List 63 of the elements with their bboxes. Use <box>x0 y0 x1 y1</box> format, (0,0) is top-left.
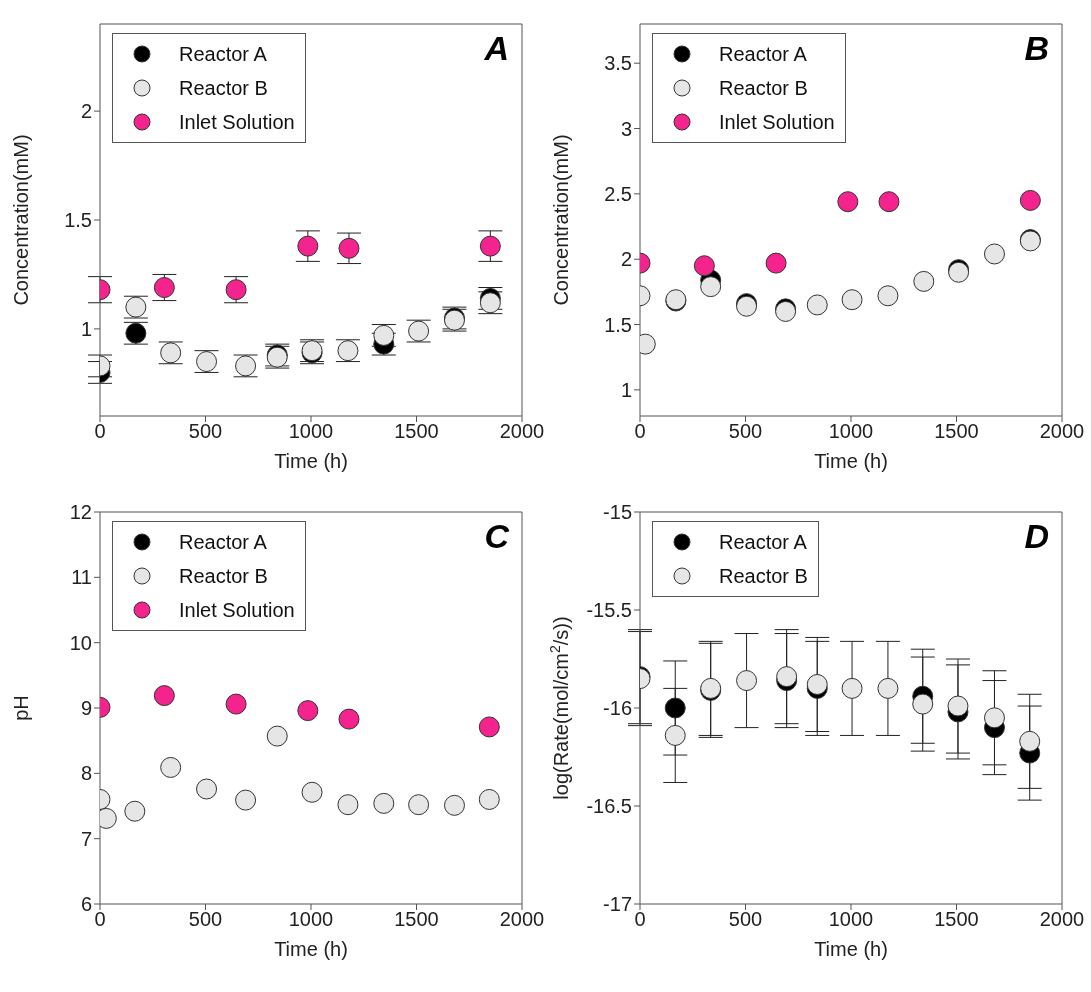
legend-label: Inlet Solution <box>179 598 295 622</box>
y-tick-label: -15.5 <box>586 599 632 622</box>
y-tick-label: -16.5 <box>586 795 632 818</box>
x-axis-title: Time (h) <box>274 938 348 960</box>
y-tick-label: 3.5 <box>604 52 632 75</box>
legend-label: Reactor B <box>179 564 268 588</box>
x-tick-label: 1000 <box>288 420 334 443</box>
legend-label: Reactor A <box>179 530 267 554</box>
annotation: B <box>1024 29 1049 68</box>
legend-label: Reactor A <box>719 42 807 66</box>
annotation: D <box>1024 517 1049 556</box>
y-tick-label: 6 <box>80 893 92 916</box>
x-tick-label: 2000 <box>499 420 545 443</box>
x-axis-title: Time (h) <box>814 938 888 960</box>
x-tick-label: 2000 <box>499 908 545 931</box>
y-tick-label: 1.5 <box>64 209 92 232</box>
x-tick-label: 0 <box>94 420 106 443</box>
legend-label: Reactor A <box>719 530 807 554</box>
x-tick-label: 1000 <box>288 908 334 931</box>
annotation: A <box>484 29 509 68</box>
y-axis-title: pH <box>10 695 32 721</box>
x-tick-label: 500 <box>188 420 223 443</box>
x-tick-label: 0 <box>634 420 646 443</box>
legend-label: Reactor B <box>719 76 808 100</box>
y-tick-label: -17 <box>603 893 632 916</box>
legend-label: Reactor B <box>719 564 808 588</box>
x-tick-label: 1500 <box>394 420 439 443</box>
y-tick-label: 2 <box>620 248 632 271</box>
y-axis-title: Concentration(mM) <box>550 134 572 306</box>
x-tick-label: 1500 <box>394 908 439 931</box>
y-tick-label: 1 <box>620 378 632 401</box>
x-axis-title: Time (h) <box>814 450 888 472</box>
y-tick-label: 9 <box>80 697 92 720</box>
x-tick-label: 500 <box>728 420 763 443</box>
x-tick-label: 0 <box>94 908 106 931</box>
y-axis-title: Concentration(mM) <box>10 134 32 306</box>
x-tick-label: 2000 <box>1039 908 1085 931</box>
y-tick-label: 2.5 <box>604 182 632 205</box>
annotation: C <box>484 517 509 556</box>
x-tick-label: 1500 <box>934 420 979 443</box>
y-tick-label: 2 <box>80 100 92 123</box>
x-tick-label: 1000 <box>828 908 874 931</box>
y-tick-label: 3 <box>620 117 632 140</box>
x-tick-label: 500 <box>188 908 223 931</box>
y-tick-label: 12 <box>69 501 92 524</box>
x-axis-title: Time (h) <box>274 450 348 472</box>
y-tick-label: 1.5 <box>604 313 632 336</box>
legend-label: Reactor B <box>179 76 268 100</box>
y-tick-label: -16 <box>603 697 632 720</box>
y-tick-label: 7 <box>80 827 92 850</box>
legend-label: Reactor A <box>179 42 267 66</box>
y-tick-label: 8 <box>80 762 92 785</box>
legend-label: Inlet Solution <box>719 110 835 134</box>
y-tick-label: 10 <box>69 631 92 654</box>
y-tick-label: -15 <box>603 501 632 524</box>
y-tick-label: 11 <box>71 566 92 589</box>
y-tick-label: 1 <box>80 317 92 340</box>
x-tick-label: 0 <box>634 908 646 931</box>
x-tick-label: 500 <box>728 908 763 931</box>
legend-label: Inlet Solution <box>179 110 295 134</box>
x-tick-label: 2000 <box>1039 420 1085 443</box>
x-tick-label: 1500 <box>934 908 979 931</box>
x-tick-label: 1000 <box>828 420 874 443</box>
